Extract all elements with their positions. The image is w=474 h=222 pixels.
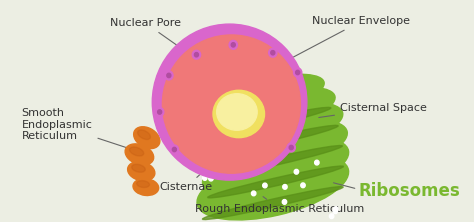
Circle shape: [271, 51, 275, 55]
Circle shape: [192, 50, 201, 59]
Circle shape: [329, 214, 334, 219]
Circle shape: [225, 127, 229, 132]
Circle shape: [283, 200, 287, 204]
Ellipse shape: [134, 127, 160, 149]
Circle shape: [236, 165, 240, 170]
Circle shape: [242, 127, 246, 132]
Ellipse shape: [216, 87, 335, 133]
Ellipse shape: [163, 35, 301, 173]
Ellipse shape: [208, 166, 343, 198]
Text: Nuclear Pore: Nuclear Pore: [110, 18, 192, 56]
Circle shape: [275, 145, 280, 149]
Circle shape: [242, 157, 246, 162]
Ellipse shape: [208, 119, 347, 176]
Ellipse shape: [219, 74, 324, 114]
Circle shape: [173, 147, 176, 152]
Circle shape: [240, 146, 245, 150]
Circle shape: [283, 147, 288, 151]
Circle shape: [289, 145, 293, 150]
Text: Cisternal Space: Cisternal Space: [319, 103, 427, 117]
Ellipse shape: [132, 164, 145, 172]
Ellipse shape: [220, 107, 331, 134]
Circle shape: [212, 124, 217, 129]
Ellipse shape: [137, 130, 150, 139]
Ellipse shape: [129, 147, 144, 156]
Circle shape: [206, 131, 210, 136]
Circle shape: [294, 169, 299, 174]
Ellipse shape: [137, 181, 149, 188]
Circle shape: [194, 53, 199, 57]
Ellipse shape: [212, 145, 342, 176]
Ellipse shape: [213, 90, 264, 138]
Ellipse shape: [152, 24, 307, 180]
Circle shape: [284, 145, 289, 149]
Text: Nuclear Envelope: Nuclear Envelope: [289, 16, 410, 59]
Circle shape: [228, 152, 232, 157]
Ellipse shape: [197, 154, 348, 220]
Ellipse shape: [202, 186, 343, 220]
Circle shape: [209, 176, 213, 181]
Circle shape: [259, 147, 264, 152]
Circle shape: [204, 172, 209, 177]
Circle shape: [229, 40, 237, 49]
Circle shape: [287, 143, 295, 152]
Circle shape: [158, 110, 162, 114]
Ellipse shape: [202, 137, 349, 198]
Text: Rough Endoplasmic Reticulum: Rough Endoplasmic Reticulum: [195, 197, 364, 214]
Circle shape: [282, 137, 286, 142]
Circle shape: [243, 157, 247, 162]
Ellipse shape: [128, 162, 155, 181]
Ellipse shape: [212, 102, 343, 153]
Circle shape: [167, 73, 171, 78]
Circle shape: [315, 160, 319, 165]
Ellipse shape: [217, 125, 338, 154]
Circle shape: [301, 183, 305, 188]
Circle shape: [155, 107, 164, 116]
Ellipse shape: [133, 178, 159, 196]
Circle shape: [296, 70, 300, 75]
Circle shape: [221, 124, 226, 129]
Circle shape: [164, 71, 173, 80]
Circle shape: [263, 183, 267, 188]
Circle shape: [231, 43, 235, 47]
Ellipse shape: [217, 94, 257, 130]
Circle shape: [293, 68, 302, 77]
Circle shape: [202, 176, 207, 180]
Circle shape: [333, 209, 337, 214]
Circle shape: [269, 48, 277, 57]
Circle shape: [251, 191, 256, 196]
Text: Cisternae: Cisternae: [160, 166, 213, 192]
Circle shape: [170, 145, 179, 154]
Text: Smooth
Endoplasmic
Reticulum: Smooth Endoplasmic Reticulum: [22, 108, 138, 152]
Circle shape: [334, 207, 338, 212]
Circle shape: [283, 184, 287, 189]
Circle shape: [208, 170, 212, 175]
Text: Ribosomes: Ribosomes: [358, 182, 460, 200]
Circle shape: [217, 147, 221, 151]
Ellipse shape: [125, 144, 154, 165]
